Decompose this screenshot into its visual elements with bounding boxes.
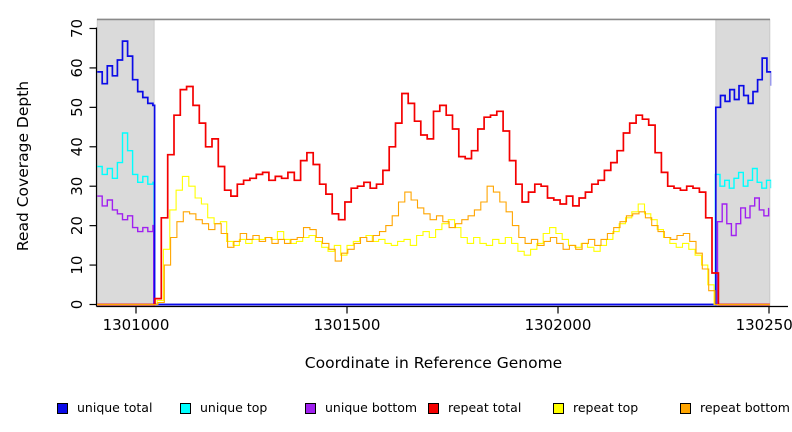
highlight-region <box>96 19 155 307</box>
x-tick-label: 1301000 <box>103 316 170 334</box>
coverage-chart-canvas: 0 10 20 30 40 50 60 70 1301000 1301500 1302000 1302… <box>68 18 792 334</box>
series-repeat-total <box>97 85 770 306</box>
legend-label: repeat total <box>448 400 522 415</box>
x-tick-label: 1302000 <box>525 316 592 334</box>
legend-label: repeat top <box>573 400 639 415</box>
legend-label: unique bottom <box>325 400 418 415</box>
legend-label: repeat bottom <box>700 400 790 415</box>
y-tick-label: 30 <box>68 177 86 196</box>
legend-label: unique total <box>77 400 153 415</box>
legend-item-repeat-top: repeat top <box>553 398 638 418</box>
series-lines <box>97 40 772 306</box>
series-repeat-top <box>97 175 770 306</box>
series-unique-total <box>97 40 772 306</box>
legend-swatch <box>680 402 691 414</box>
series-unique-bottom <box>97 195 770 306</box>
series-unique-top <box>97 132 772 306</box>
highlight-region <box>715 19 771 307</box>
legend-swatch <box>57 402 68 414</box>
legend-item-unique-bottom: unique bottom <box>305 398 417 418</box>
x-tick-label: 1302500 <box>736 316 792 334</box>
legend-label: unique top <box>200 400 268 415</box>
legend-item-repeat-total: repeat total <box>428 398 521 418</box>
y-axis-title: Read Coverage Depth <box>14 80 32 252</box>
y-tick-label: 50 <box>68 98 86 117</box>
x-axis-title: Coordinate in Reference Genome <box>304 354 563 372</box>
legend: unique total unique top unique bottom repea… <box>0 398 792 422</box>
y-tick-label: 0 <box>68 300 86 310</box>
axes: 0 10 20 30 40 50 60 70 1301000 1301500 1302000 1302… <box>68 19 792 334</box>
legend-item-repeat-bottom: repeat bottom <box>680 398 790 418</box>
x-tick-label: 1301500 <box>314 316 381 334</box>
legend-item-unique-top: unique top <box>180 398 267 418</box>
legend-swatch <box>305 402 316 414</box>
y-tick-label: 70 <box>68 19 86 38</box>
legend-item-unique-total: unique total <box>57 398 152 418</box>
legend-swatch <box>428 402 439 414</box>
y-tick-label: 40 <box>68 137 86 156</box>
legend-swatch <box>180 402 191 414</box>
y-tick-label: 10 <box>68 256 86 275</box>
y-tick-label: 60 <box>68 58 86 77</box>
y-tick-label: 20 <box>68 216 86 235</box>
legend-swatch <box>553 402 564 414</box>
series-repeat-bottom <box>97 185 770 306</box>
